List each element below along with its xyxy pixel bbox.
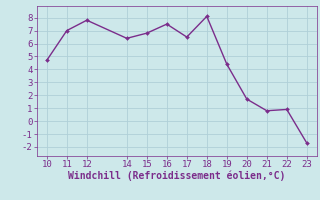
X-axis label: Windchill (Refroidissement éolien,°C): Windchill (Refroidissement éolien,°C) [68, 171, 285, 181]
